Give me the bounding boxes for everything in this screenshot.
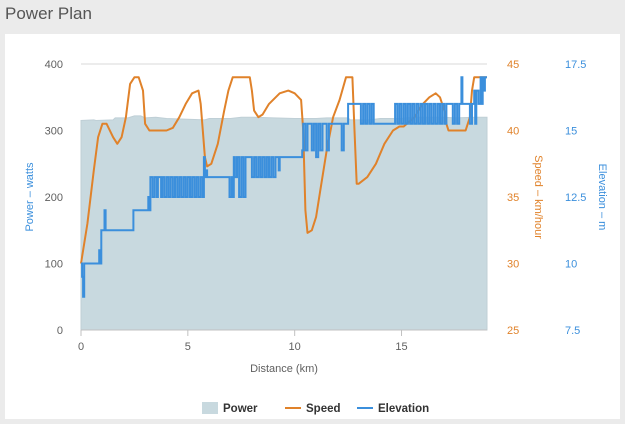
x-axis-title: Distance (km) (250, 363, 318, 375)
chart-area: 0 5 10 15 Distance (km) 0 100 200 300 400 Power – … (5, 34, 620, 419)
panel-header: Power Plan (0, 0, 625, 34)
power-tick-label-4: 400 (45, 59, 63, 71)
x-tick-label-0: 0 (78, 341, 84, 353)
series-elevation-line (81, 76, 487, 298)
legend-power-swatch (202, 402, 218, 414)
elevation-tick-label-1: 10 (565, 259, 577, 271)
x-tick-label-3: 15 (395, 341, 407, 353)
legend: Power Speed Elevation (202, 402, 429, 415)
elevation-tick-label-3: 15 (565, 126, 577, 138)
elevation-tick-label-2: 12.5 (565, 192, 586, 204)
axes-layer: 0 5 10 15 Distance (km) 0 100 200 300 400 Power – … (24, 59, 608, 375)
speed-tick-label-3: 40 (507, 126, 519, 138)
power-tick-label-2: 200 (45, 192, 63, 204)
x-tick-label-1: 5 (185, 341, 191, 353)
elevation-axis-title: Elevation – m (596, 164, 608, 231)
panel-title: Power Plan (5, 4, 92, 23)
legend-power-label: Power (223, 403, 258, 415)
power-tick-label-1: 100 (45, 259, 63, 271)
legend-elevation-label: Elevation (378, 403, 429, 415)
speed-tick-label-4: 45 (507, 59, 519, 71)
speed-axis-title: Speed – km/hour (532, 155, 544, 239)
elevation-tick-label-4: 17.5 (565, 59, 586, 71)
speed-tick-label-1: 30 (507, 259, 519, 271)
series-power-area (80, 115, 488, 331)
power-tick-label-0: 0 (57, 325, 63, 337)
power-axis-title: Power – watts (24, 162, 36, 232)
power-tick-label-3: 300 (45, 126, 63, 138)
power-area-layer (80, 115, 488, 331)
power-plan-chart: 0 5 10 15 Distance (km) 0 100 200 300 400 Power – … (24, 59, 608, 415)
elevation-tick-label-0: 7.5 (565, 325, 580, 337)
speed-tick-label-2: 35 (507, 192, 519, 204)
legend-speed-label: Speed (306, 403, 341, 415)
speed-tick-label-0: 25 (507, 325, 519, 337)
x-tick-label-2: 10 (289, 341, 301, 353)
series-lines-layer (80, 76, 487, 298)
